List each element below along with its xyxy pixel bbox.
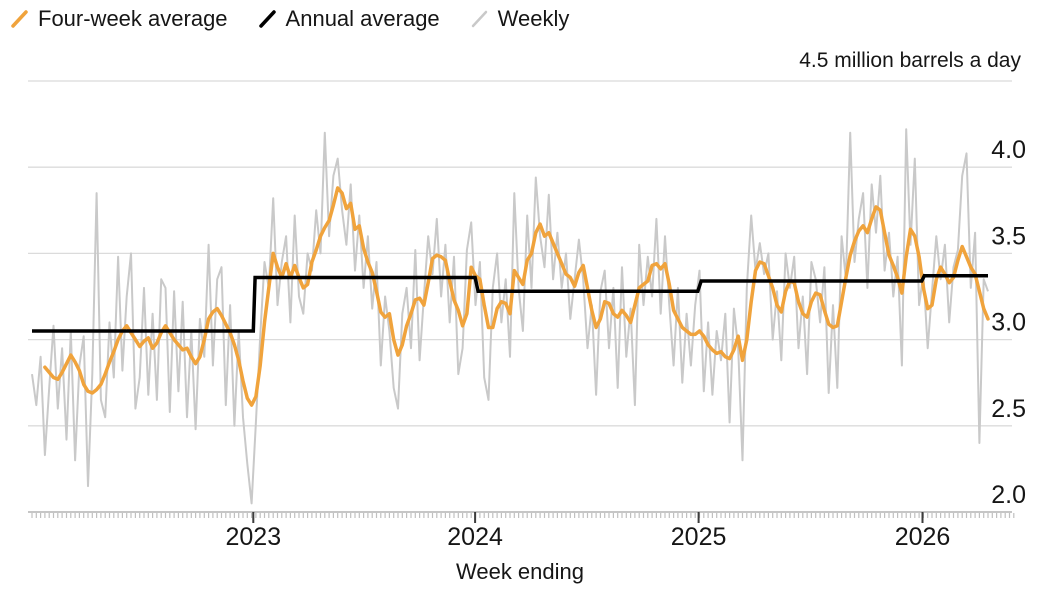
y-tick-label: 3.0	[991, 309, 1026, 337]
four-week-average-series-line	[43, 186, 990, 407]
x-tick-label: 2026	[895, 523, 951, 551]
legend-label-annual-average: Annual average	[285, 6, 440, 31]
legend-item-weekly: Weekly	[470, 6, 570, 31]
x-tick-label: 2025	[671, 523, 727, 551]
x-axis-title: Week ending	[455, 559, 584, 584]
legend-item-four-week-average: Four-week average	[10, 8, 228, 30]
annual-average-series-line	[32, 274, 988, 333]
legend-item-annual-average: Annual average	[258, 8, 440, 30]
legend-label-weekly: Weekly	[497, 6, 570, 31]
weekly-series-line	[31, 128, 989, 505]
y-tick-label: 3.5	[991, 222, 1026, 250]
annual-average-slash-icon	[258, 10, 276, 28]
x-tick-label: 2023	[225, 523, 281, 551]
y-tick-label: 2.5	[991, 395, 1026, 423]
y-axis-unit-label: 4.5 million barrels a day	[799, 49, 1021, 72]
legend: Four-week average Annual average Weekly	[10, 8, 569, 30]
y-tick-label: 2.0	[991, 481, 1026, 509]
y-tick-label: 4.0	[991, 136, 1026, 164]
x-tick-label: 2024	[447, 523, 503, 551]
weekly-slash-icon	[471, 10, 487, 28]
legend-label-four-week-average: Four-week average	[38, 6, 228, 31]
four-week-average-slash-icon	[11, 10, 28, 28]
